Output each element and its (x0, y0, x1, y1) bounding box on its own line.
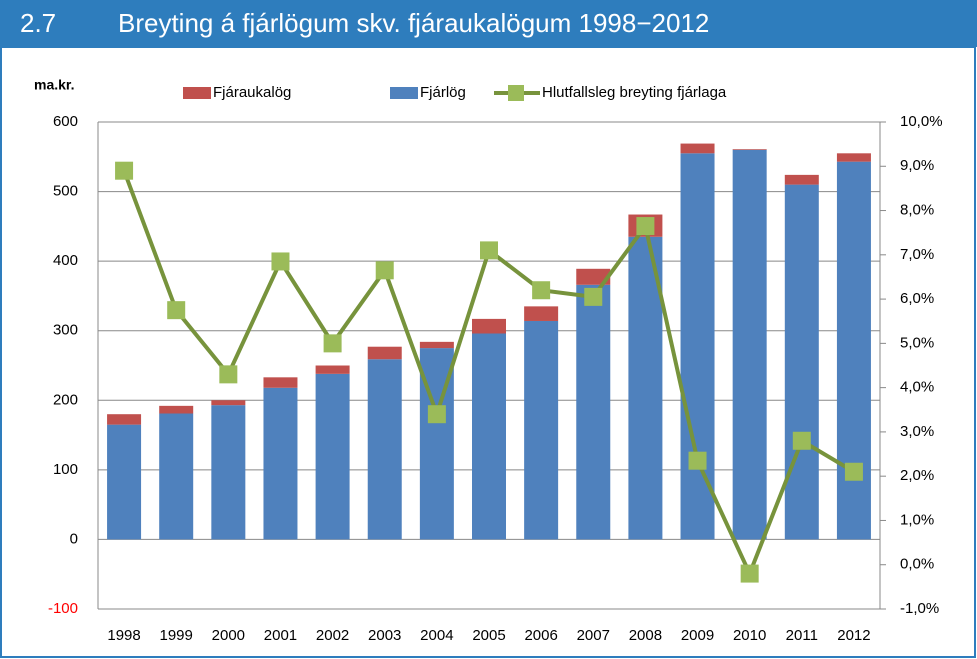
bar (524, 306, 559, 321)
y-tick-label: 200 (53, 391, 78, 408)
x-tick-label: 2008 (629, 627, 662, 644)
bar (159, 413, 194, 540)
figure-number: 2.7 (20, 8, 56, 38)
y2-tick-label: 2,0% (900, 467, 934, 484)
y2-tick-label: 9,0% (900, 157, 934, 174)
marker (219, 365, 238, 384)
frame (0, 46, 976, 658)
bar (732, 149, 767, 540)
legend-label: Fjárlög (420, 84, 466, 101)
marker (844, 462, 863, 481)
x-tick-label: 2010 (733, 627, 766, 644)
y2-tick-label: 6,0% (900, 290, 934, 307)
bar (576, 284, 611, 540)
y2-tick-label: 10,0% (900, 113, 943, 130)
bar (159, 405, 194, 414)
bar (107, 414, 142, 425)
y2-tick-label: 0,0% (900, 556, 934, 573)
bar (680, 143, 715, 154)
marker (323, 334, 342, 353)
bar (524, 320, 559, 540)
bar (732, 149, 767, 150)
y-tick-label: 500 (53, 183, 78, 200)
y-tick-label: 0 (70, 530, 78, 547)
marker (792, 431, 811, 450)
y-tick-label: 400 (53, 252, 78, 269)
legend-swatch (183, 87, 211, 99)
marker (115, 161, 134, 180)
bar (107, 424, 142, 540)
bar (836, 161, 871, 540)
y-tick-label: 100 (53, 461, 78, 478)
x-tick-label: 2011 (786, 627, 818, 644)
x-tick-label: 2012 (837, 627, 870, 644)
legend-label: Hlutfallsleg breyting fjárlaga (542, 84, 727, 101)
x-tick-label: 1998 (107, 627, 140, 644)
bar (784, 184, 819, 540)
legend-label: Fjáraukalög (213, 84, 291, 101)
legend-swatch (508, 85, 524, 101)
legend-swatch (390, 87, 418, 99)
x-tick-label: 2002 (316, 627, 349, 644)
x-tick-label: 2001 (264, 627, 297, 644)
y-tick-label: 300 (53, 322, 78, 339)
y2-tick-label: 3,0% (900, 423, 934, 440)
bar (680, 153, 715, 540)
x-tick-label: 2003 (368, 627, 401, 644)
x-tick-label: 1999 (160, 627, 193, 644)
bar (211, 400, 246, 406)
marker (167, 301, 186, 320)
x-tick-label: 2000 (212, 627, 245, 644)
bar (211, 405, 246, 540)
y2-tick-label: 4,0% (900, 379, 934, 396)
bar (628, 236, 663, 540)
marker (480, 241, 498, 260)
bar (784, 174, 819, 185)
y-axis-label: ma.kr. (34, 77, 74, 93)
bar (263, 377, 298, 388)
x-tick-label: 2007 (577, 627, 610, 644)
marker (375, 261, 394, 280)
bar (367, 359, 402, 540)
marker (740, 564, 759, 583)
bar (836, 153, 871, 162)
bar (367, 346, 402, 360)
marker (532, 281, 551, 300)
bar (472, 333, 506, 540)
x-tick-label: 2009 (681, 627, 714, 644)
bar (472, 318, 506, 334)
y2-tick-label: 1,0% (900, 511, 934, 528)
bar (419, 341, 454, 349)
y-tick-label: 600 (53, 113, 78, 130)
marker (427, 405, 446, 424)
y-tick-label: -100 (48, 600, 78, 617)
x-tick-label: 2004 (420, 627, 453, 644)
bar (576, 268, 611, 285)
chart-title: Breyting á fjárlögum skv. fjáraukalögum … (118, 8, 709, 38)
bar (315, 373, 350, 540)
x-tick-label: 2006 (524, 627, 557, 644)
y2-tick-label: -1,0% (900, 600, 939, 617)
y2-tick-label: 8,0% (900, 202, 934, 219)
x-tick-label: 2005 (472, 627, 505, 644)
marker (584, 287, 603, 306)
header-band (0, 0, 977, 47)
marker (271, 252, 290, 271)
marker (688, 451, 707, 470)
bar (263, 387, 298, 540)
bar (315, 365, 350, 374)
y2-tick-label: 5,0% (900, 334, 934, 351)
y2-tick-label: 7,0% (900, 246, 934, 263)
marker (636, 217, 655, 236)
